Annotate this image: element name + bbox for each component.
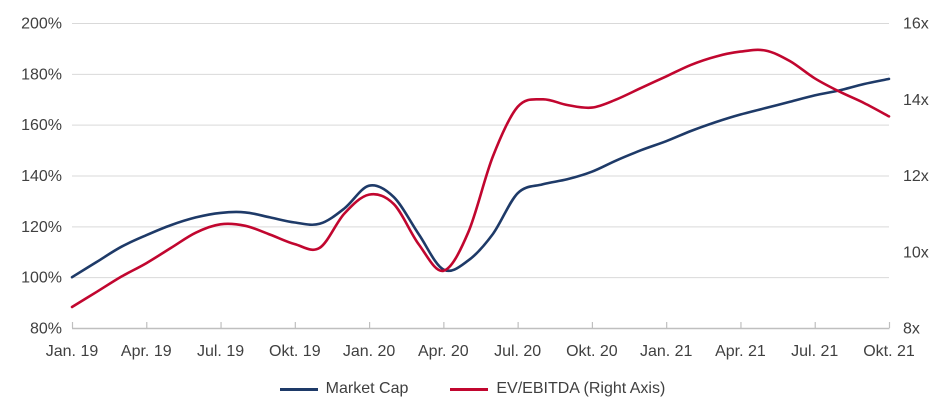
left-axis-tick-label: 80% xyxy=(30,321,62,338)
ev-ebitda-line-swatch xyxy=(450,387,489,391)
x-axis-tick-label: Jul. 20 xyxy=(494,343,541,360)
left-axis-tick-label: 160% xyxy=(21,117,62,134)
x-axis-tick-label: Jan. 21 xyxy=(640,343,693,360)
series-path-market-cap xyxy=(70,77,891,279)
chart-legend: Market Cap EV/EBITDA (Right Axis) xyxy=(0,377,945,401)
left-axis-tick-label: 180% xyxy=(21,66,62,83)
legend-item-market-cap: Market Cap xyxy=(279,380,409,397)
left-axis-tick-label: 200% xyxy=(21,16,62,33)
left-axis-tick-label: 140% xyxy=(21,168,62,185)
x-axis-tick-label: Apr. 21 xyxy=(715,343,766,360)
x-axis-tick-label: Okt. 19 xyxy=(269,343,321,360)
right-axis-tick-label: 10x xyxy=(903,244,929,261)
x-axis-tick-label: Okt. 20 xyxy=(566,343,618,360)
x-axis-tick-label: Apr. 20 xyxy=(418,343,469,360)
series-path-ev-ebitda-right-axis xyxy=(70,48,891,309)
x-axis-tick-label: Jul. 19 xyxy=(197,343,244,360)
legend-item-ev-ebitda: EV/EBITDA (Right Axis) xyxy=(450,381,665,397)
x-axis-tick-label: Jul. 21 xyxy=(791,343,838,360)
right-axis-tick-label: 14x xyxy=(903,92,929,109)
legend-label-market-cap: Market Cap xyxy=(325,380,409,397)
x-axis-tick-label: Okt. 21 xyxy=(863,343,915,360)
left-axis-tick-label: 120% xyxy=(21,219,62,236)
legend-label-ev-ebitda: EV/EBITDA (Right Axis) xyxy=(496,380,666,397)
market-cap-line-swatch xyxy=(279,387,318,391)
right-axis-tick-label: 8x xyxy=(903,321,920,338)
x-axis-tick-label: Apr. 19 xyxy=(121,343,172,360)
right-axis-tick-label: 12x xyxy=(903,168,929,185)
left-axis-tick-label: 100% xyxy=(21,270,62,287)
x-axis-tick-label: Jan. 19 xyxy=(46,343,99,360)
right-axis-tick-label: 16x xyxy=(903,16,929,33)
x-axis-tick-label: Jan. 20 xyxy=(343,343,396,360)
